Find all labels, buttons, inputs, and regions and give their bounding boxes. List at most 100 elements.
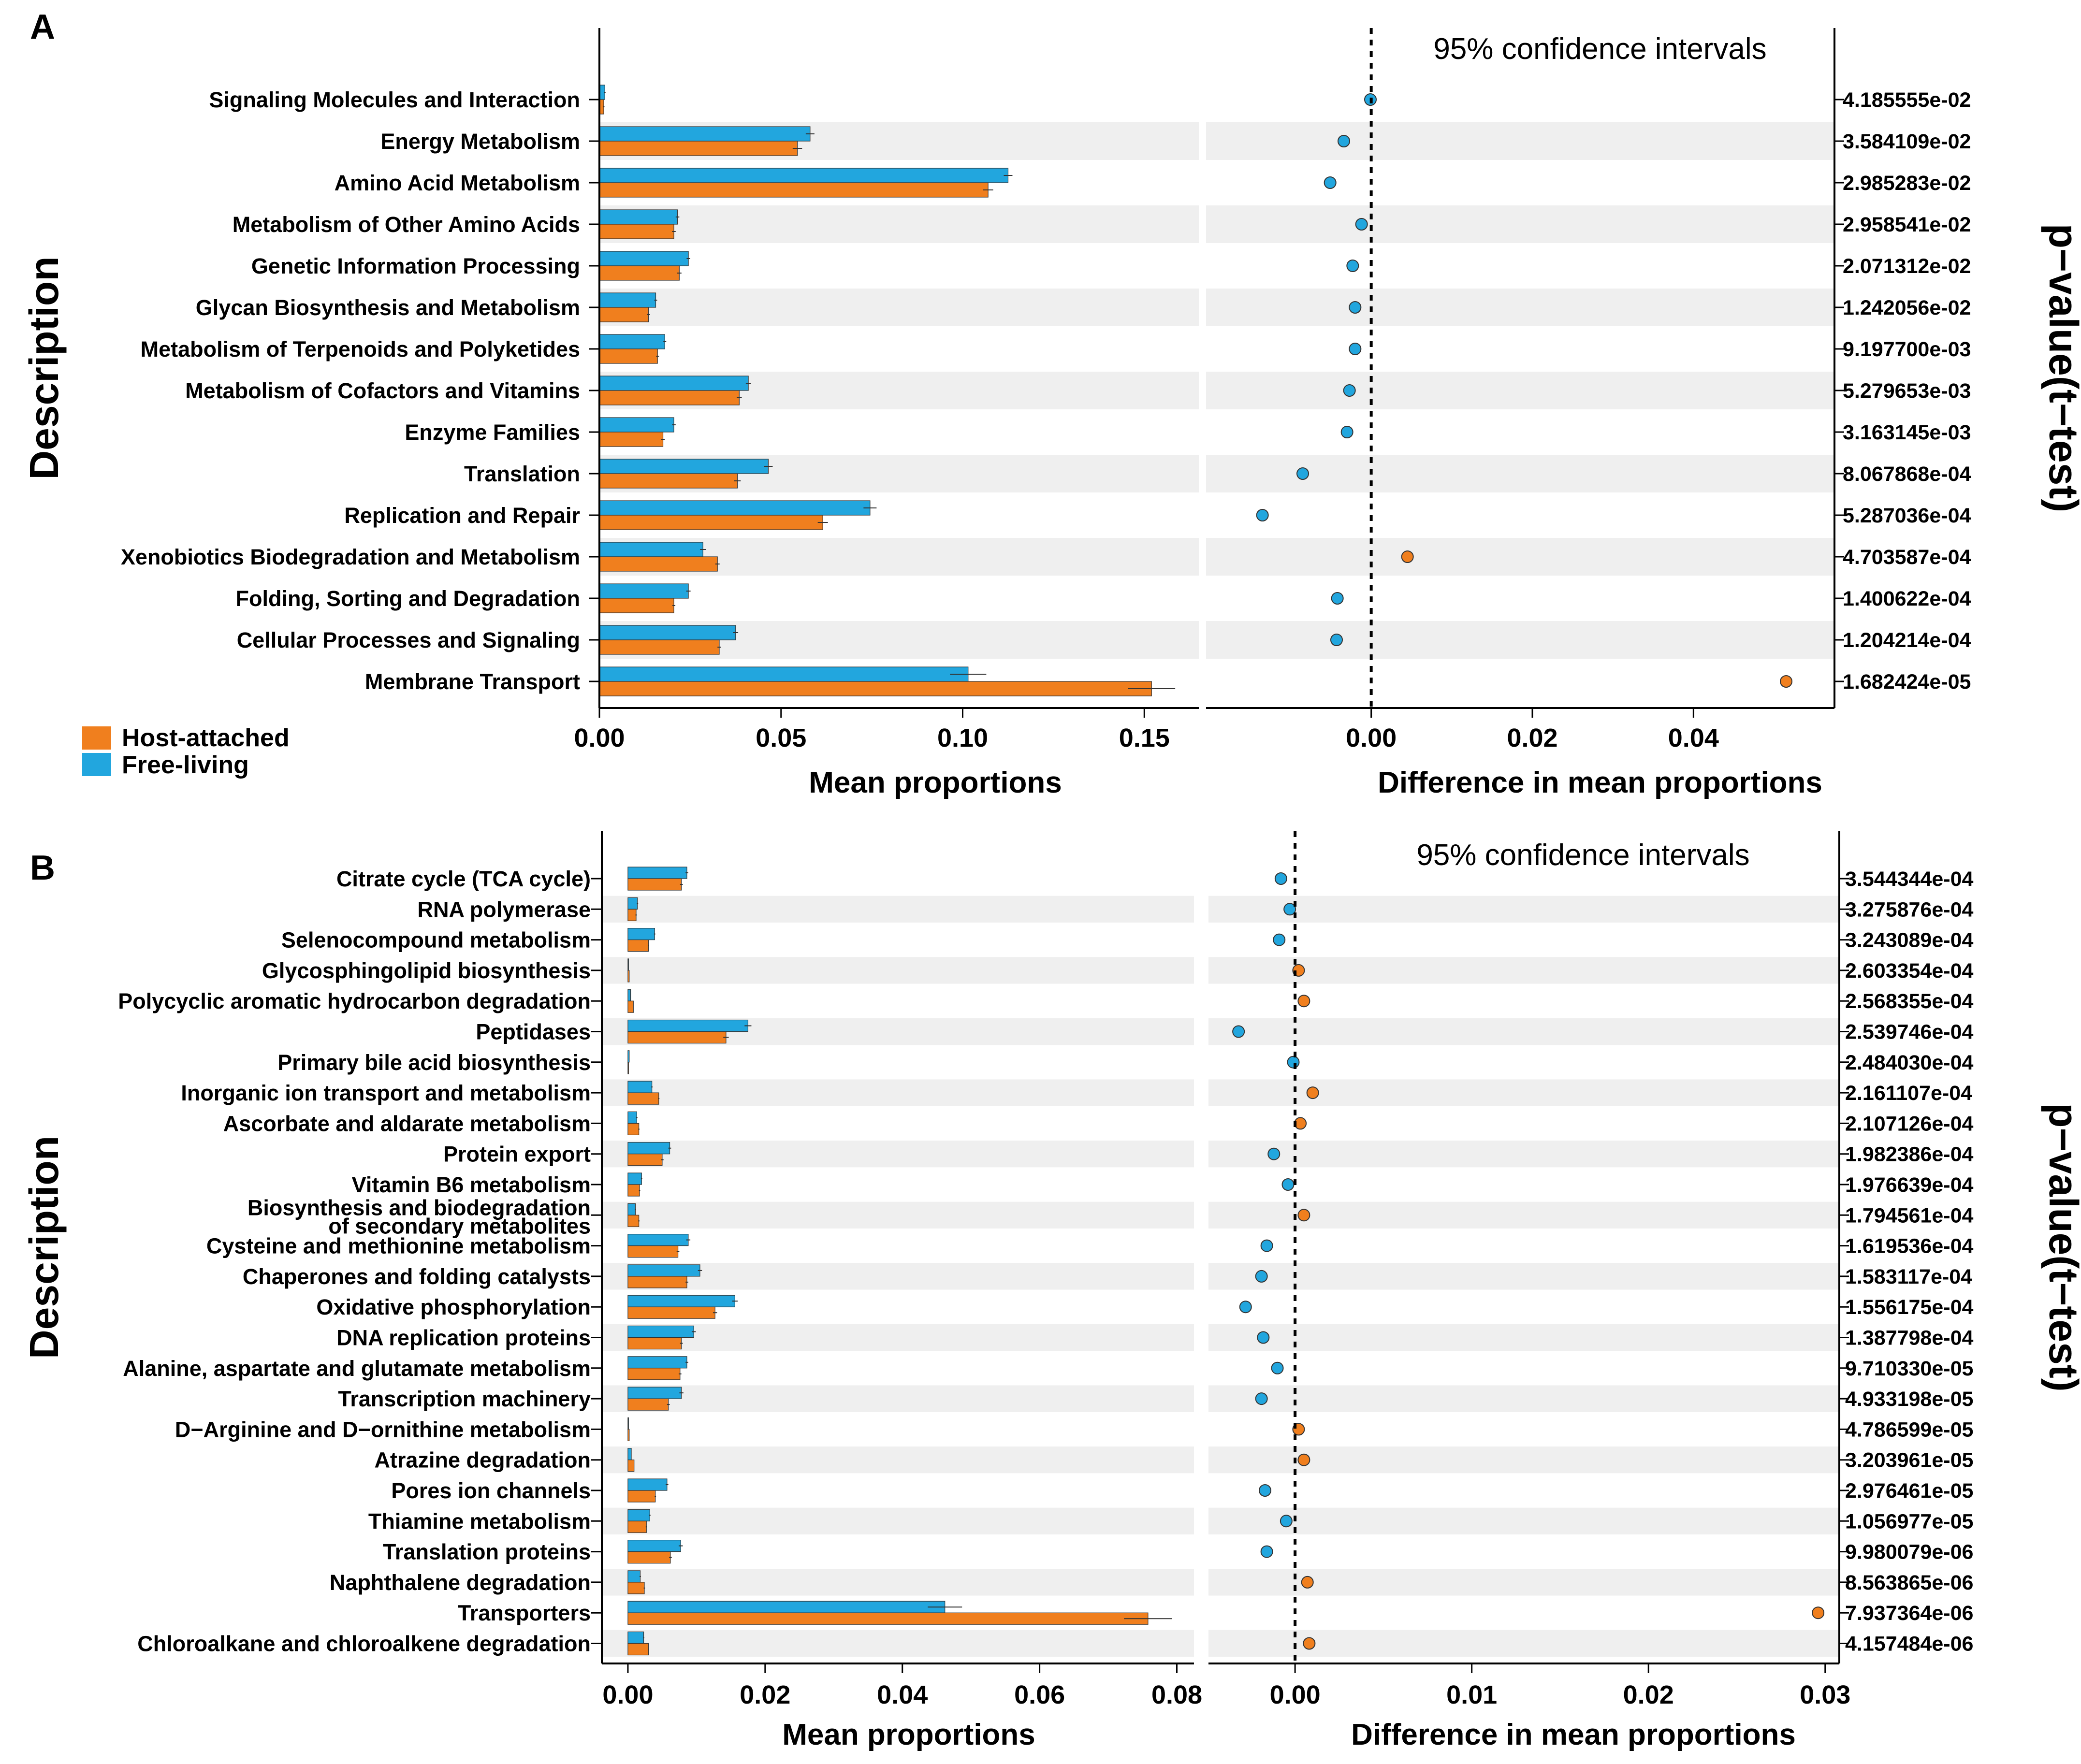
bar-host-attached[interactable] xyxy=(599,265,680,281)
diff-point[interactable] xyxy=(1274,872,1287,885)
bar-free-living[interactable] xyxy=(627,1295,735,1307)
bar-host-attached[interactable] xyxy=(627,970,630,983)
bar-host-attached[interactable] xyxy=(599,348,658,364)
bar-free-living[interactable] xyxy=(599,126,811,142)
bar-host-attached[interactable] xyxy=(599,432,664,447)
bar-free-living[interactable] xyxy=(599,542,703,557)
bar-free-living[interactable] xyxy=(627,897,638,910)
bar-free-living[interactable] xyxy=(599,168,1009,183)
bar-free-living[interactable] xyxy=(599,292,656,308)
bar-free-living[interactable] xyxy=(627,927,655,940)
bar-host-attached[interactable] xyxy=(627,1154,663,1166)
bar-free-living[interactable] xyxy=(627,1570,641,1583)
bar-host-attached[interactable] xyxy=(627,1306,715,1319)
bar-free-living[interactable] xyxy=(627,1631,644,1644)
bar-host-attached[interactable] xyxy=(627,1245,679,1258)
bar-free-living[interactable] xyxy=(599,209,678,225)
diff-point[interactable] xyxy=(1255,1270,1268,1283)
diff-point[interactable] xyxy=(1260,1545,1273,1558)
bar-free-living[interactable] xyxy=(627,1540,681,1552)
bar-free-living[interactable] xyxy=(599,500,871,516)
bar-free-living[interactable] xyxy=(599,459,769,474)
bar-host-attached[interactable] xyxy=(627,1582,645,1594)
bar-free-living[interactable] xyxy=(599,251,689,266)
bar-free-living[interactable] xyxy=(627,1325,694,1338)
diff-point[interactable] xyxy=(1297,995,1310,1008)
bar-host-attached[interactable] xyxy=(627,1520,647,1533)
bar-host-attached[interactable] xyxy=(599,473,738,489)
bar-free-living[interactable] xyxy=(627,1111,637,1124)
bar-free-living[interactable] xyxy=(627,1172,642,1185)
diff-point[interactable] xyxy=(1343,384,1356,397)
diff-point[interactable] xyxy=(1346,260,1359,272)
bar-host-attached[interactable] xyxy=(627,1337,682,1350)
bar-free-living[interactable] xyxy=(627,1387,682,1399)
diff-point[interactable] xyxy=(1301,1576,1314,1589)
diff-point[interactable] xyxy=(1338,135,1350,147)
bar-host-attached[interactable] xyxy=(627,1000,634,1013)
bar-free-living[interactable] xyxy=(627,1234,689,1246)
bar-host-attached[interactable] xyxy=(599,224,674,239)
bar-host-attached[interactable] xyxy=(627,1123,640,1135)
diff-point[interactable] xyxy=(1260,1239,1273,1252)
diff-point[interactable] xyxy=(1324,176,1337,189)
bar-host-attached[interactable] xyxy=(627,1215,640,1227)
diff-point[interactable] xyxy=(1812,1606,1825,1619)
bar-host-attached[interactable] xyxy=(599,182,989,198)
diff-point[interactable] xyxy=(1349,343,1362,355)
bar-host-attached[interactable] xyxy=(627,1368,681,1380)
bar-host-attached[interactable] xyxy=(627,1092,659,1105)
bar-free-living[interactable] xyxy=(627,1050,630,1063)
diff-point[interactable] xyxy=(1257,1331,1270,1344)
bar-host-attached[interactable] xyxy=(599,681,1152,696)
diff-point[interactable] xyxy=(1287,1056,1300,1069)
diff-point[interactable] xyxy=(1256,509,1269,521)
bar-host-attached[interactable] xyxy=(627,1460,635,1472)
bar-free-living[interactable] xyxy=(627,1019,748,1032)
bar-host-attached[interactable] xyxy=(599,307,649,322)
diff-point[interactable] xyxy=(1258,1484,1271,1497)
bar-host-attached[interactable] xyxy=(627,1490,656,1503)
diff-point[interactable] xyxy=(1255,1392,1268,1405)
diff-point[interactable] xyxy=(1330,634,1343,646)
diff-point[interactable] xyxy=(1401,550,1414,563)
bar-free-living[interactable] xyxy=(599,625,736,640)
bar-free-living[interactable] xyxy=(627,1448,632,1460)
bar-host-attached[interactable] xyxy=(627,1429,630,1441)
diff-point[interactable] xyxy=(1780,675,1792,688)
diff-point[interactable] xyxy=(1281,1178,1295,1191)
diff-point[interactable] xyxy=(1232,1025,1245,1038)
diff-point[interactable] xyxy=(1303,1637,1316,1650)
bar-free-living[interactable] xyxy=(599,666,969,682)
diff-point[interactable] xyxy=(1340,426,1353,438)
diff-point[interactable] xyxy=(1271,1361,1284,1374)
diff-point[interactable] xyxy=(1273,933,1286,946)
diff-point[interactable] xyxy=(1297,1209,1310,1222)
diff-point[interactable] xyxy=(1355,218,1368,231)
bar-free-living[interactable] xyxy=(627,1509,650,1521)
bar-free-living[interactable] xyxy=(599,376,749,391)
diff-point[interactable] xyxy=(1297,1453,1310,1466)
bar-host-attached[interactable] xyxy=(599,639,720,655)
diff-point[interactable] xyxy=(1306,1086,1319,1099)
bar-host-attached[interactable] xyxy=(627,1276,687,1288)
diff-point[interactable] xyxy=(1280,1515,1293,1528)
diff-point[interactable] xyxy=(1349,301,1362,314)
bar-host-attached[interactable] xyxy=(627,1643,649,1656)
diff-point[interactable] xyxy=(1239,1301,1252,1314)
bar-host-attached[interactable] xyxy=(627,939,649,952)
diff-point[interactable] xyxy=(1331,592,1344,605)
bar-free-living[interactable] xyxy=(627,1601,946,1613)
bar-host-attached[interactable] xyxy=(627,1184,640,1197)
bar-host-attached[interactable] xyxy=(599,515,823,530)
bar-host-attached[interactable] xyxy=(627,1551,671,1564)
bar-free-living[interactable] xyxy=(627,1478,668,1491)
bar-free-living[interactable] xyxy=(627,867,687,879)
diff-point[interactable] xyxy=(1296,467,1309,480)
bar-free-living[interactable] xyxy=(627,1142,670,1155)
diff-point[interactable] xyxy=(1283,903,1296,916)
bar-free-living[interactable] xyxy=(599,583,689,599)
bar-host-attached[interactable] xyxy=(599,556,718,572)
bar-host-attached[interactable] xyxy=(599,598,674,613)
bar-host-attached[interactable] xyxy=(599,141,798,156)
